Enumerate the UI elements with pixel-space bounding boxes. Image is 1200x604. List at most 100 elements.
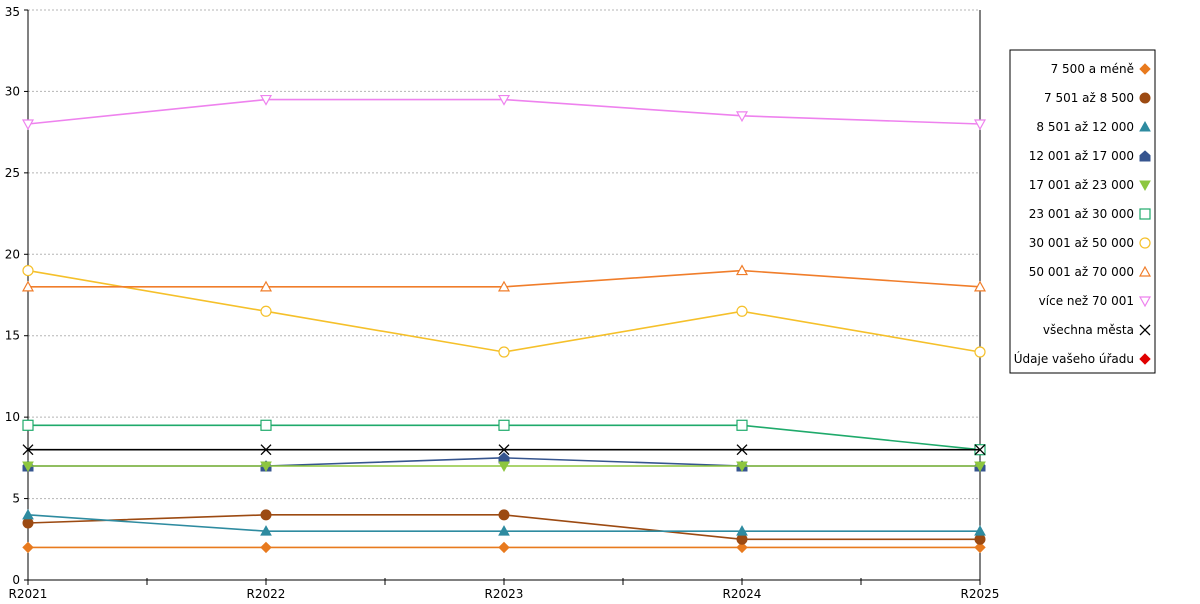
data-point [974, 444, 986, 456]
series-lines [21, 94, 987, 554]
legend-item: 7 500 a méně [1051, 62, 1151, 76]
data-point [22, 264, 34, 277]
data-point [735, 111, 749, 123]
grid-lines [28, 9, 980, 500]
data-point [498, 461, 510, 473]
series-6 [22, 264, 986, 358]
series-7 [21, 264, 987, 292]
data-point [497, 280, 511, 292]
data-point [260, 461, 272, 473]
data-point [22, 541, 34, 554]
x-marker-stroke [498, 444, 510, 456]
legend-label: 17 001 až 23 000 [1029, 178, 1134, 192]
legend-box [1009, 49, 1156, 374]
y-tick-label: 20 [5, 247, 20, 261]
data-point [22, 517, 34, 529]
data-point [22, 419, 34, 431]
data-point [22, 461, 34, 473]
x-marker-stroke [22, 444, 34, 456]
x-tick-label: R2022 [247, 587, 286, 600]
data-point [259, 94, 273, 106]
data-point [1138, 265, 1152, 277]
data-point [260, 509, 272, 521]
data-point [974, 533, 986, 545]
axes: 0 5 10 15 20 25 30 35 R2021 R2022 R2023 R2024 R2025 [5, 5, 1000, 601]
data-point [1139, 324, 1151, 336]
data-point [1139, 150, 1151, 162]
y-tick-label: 35 [5, 5, 20, 19]
data-point [974, 461, 986, 473]
data-point [974, 346, 986, 358]
legend-label: 50 001 až 70 000 [1029, 265, 1134, 279]
x-marker-stroke [736, 444, 748, 456]
data-point [736, 533, 748, 545]
legend-item: 50 001 až 70 000 [1029, 265, 1152, 279]
data-point [260, 419, 272, 431]
legend-item: Údaje vašeho úřadu [1014, 351, 1151, 366]
data-point [1139, 92, 1151, 104]
data-point [736, 305, 748, 317]
legend-label: Údaje vašeho úřadu [1014, 351, 1134, 366]
legend-item: více než 70 001 [1039, 294, 1152, 308]
data-point [21, 119, 35, 131]
data-point [1139, 63, 1151, 75]
y-tick-label: 15 [5, 329, 20, 343]
data-point [21, 280, 35, 292]
legend-label: 7 501 až 8 500 [1044, 91, 1134, 105]
series-9 [22, 444, 986, 456]
legend-label: všechna města [1043, 323, 1134, 337]
series-8 [21, 94, 987, 131]
x-marker-stroke [974, 444, 986, 456]
legend-label: 23 001 až 30 000 [1029, 207, 1134, 221]
data-point [22, 444, 34, 456]
data-point [973, 280, 987, 292]
legend-label: 8 501 až 12 000 [1036, 120, 1134, 134]
series-0 [22, 541, 986, 554]
x-tick-label: R2024 [723, 587, 762, 600]
data-point [260, 541, 272, 554]
data-point [498, 419, 510, 431]
data-point [736, 461, 748, 473]
legend-label: více než 70 001 [1039, 294, 1134, 308]
data-point [497, 94, 511, 106]
data-point [498, 509, 510, 521]
data-point [260, 444, 272, 456]
data-point [736, 419, 748, 431]
y-tick-label: 0 [12, 573, 20, 587]
y-tick-label: 30 [5, 84, 20, 98]
legend-item: 30 001 až 50 000 [1029, 236, 1151, 250]
x-tick-label: R2025 [961, 587, 1000, 600]
data-point [1139, 237, 1151, 249]
data-point [974, 541, 986, 554]
legend-label: 30 001 až 50 000 [1029, 236, 1134, 250]
legend-item: 7 501 až 8 500 [1044, 91, 1151, 105]
legend-item: všechna města [1043, 323, 1151, 337]
x-tick-label: R2023 [485, 587, 524, 600]
y-tick-label: 5 [12, 492, 20, 506]
data-point [1139, 120, 1151, 132]
data-point [498, 452, 510, 464]
x-marker-stroke [1139, 324, 1151, 336]
legend-label: 12 001 až 17 000 [1029, 149, 1134, 163]
series-2 [22, 508, 986, 536]
y-tick-label: 25 [5, 166, 20, 180]
series-4 [22, 461, 986, 473]
data-point [1139, 208, 1151, 220]
data-point [498, 541, 510, 554]
data-point [973, 119, 987, 131]
legend: 7 500 a méně 7 501 až 8 500 8 501 až 12 00… [1009, 49, 1156, 374]
data-point [1138, 296, 1152, 308]
data-point [22, 508, 34, 520]
data-point [735, 264, 749, 276]
x-tick-label: R2021 [9, 587, 48, 600]
data-point [736, 525, 748, 536]
data-point [498, 525, 510, 536]
data-point [260, 525, 272, 536]
data-point [259, 280, 273, 292]
legend-item: 12 001 až 17 000 [1029, 149, 1151, 163]
legend-item: 17 001 až 23 000 [1029, 178, 1151, 192]
data-point [498, 444, 510, 456]
legend-item: 8 501 až 12 000 [1036, 120, 1151, 134]
